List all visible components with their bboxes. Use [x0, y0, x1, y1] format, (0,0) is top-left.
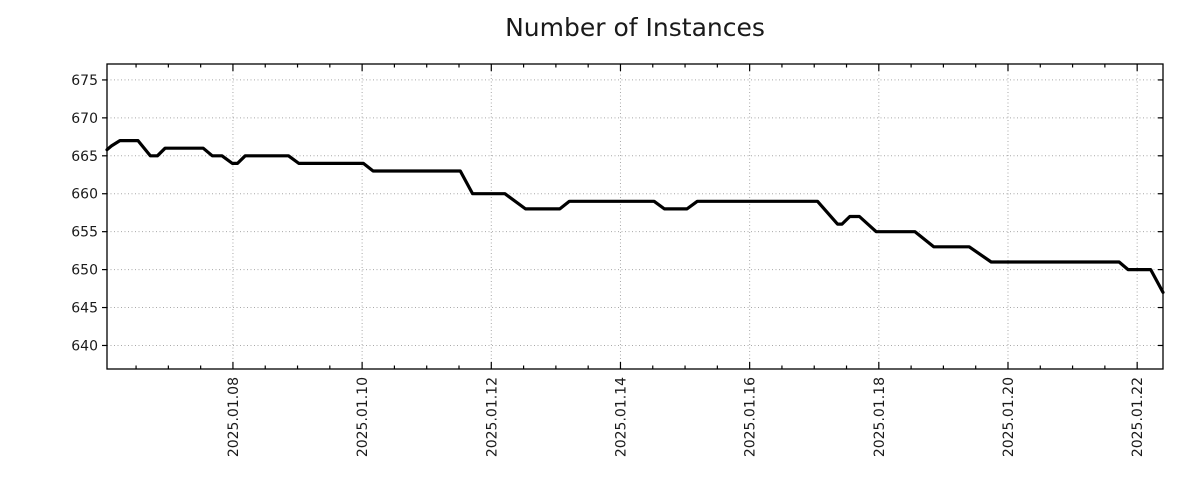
x-tick-label: 2025.01.18	[872, 377, 888, 457]
y-tick-label: 665	[71, 149, 98, 165]
x-tick-label: 2025.01.20	[1001, 377, 1017, 457]
plot-border	[106, 63, 1164, 370]
y-tick-label: 655	[71, 225, 98, 241]
x-tick-label: 2025.01.22	[1130, 377, 1146, 457]
x-tick-label: 2025.01.08	[226, 377, 242, 457]
y-tick-label: 650	[71, 263, 98, 279]
data-line	[105, 139, 1165, 294]
y-tick-label: 670	[71, 111, 98, 127]
y-tick-label: 675	[71, 73, 98, 89]
y-tick-label: 640	[71, 338, 98, 354]
y-tick-label: 660	[71, 187, 98, 203]
chart-title: Number of Instances	[505, 13, 765, 42]
x-tick-label: 2025.01.10	[355, 377, 371, 457]
x-tick-label: 2025.01.12	[484, 377, 500, 457]
y-tick-label: 645	[71, 301, 98, 317]
x-tick-label: 2025.01.14	[613, 377, 629, 457]
x-tick-label: 2025.01.16	[743, 377, 759, 457]
